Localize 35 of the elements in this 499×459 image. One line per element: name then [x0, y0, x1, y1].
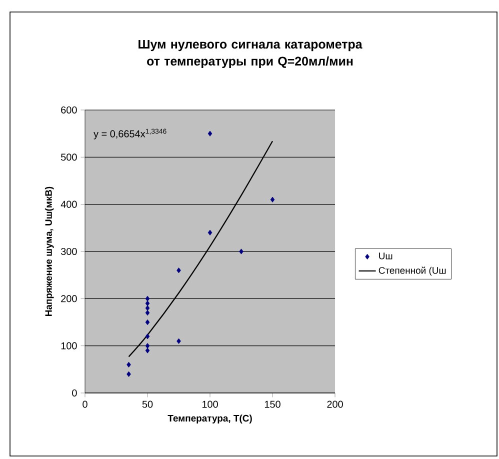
- annotation: y = 0,6654x$^{1,3346}$: [94, 128, 166, 140]
- point: [145, 319, 150, 326]
- x-axis-title: Температура, Т(С): [168, 414, 252, 424]
- y-tick-label: 100: [61, 342, 77, 350]
- point: [176, 338, 181, 344]
- y-tick-label: 600: [61, 106, 77, 114]
- x-tick-label: 100: [202, 400, 218, 408]
- y-tick-label: 300: [60, 248, 77, 256]
- point: [145, 310, 150, 316]
- y-tick-label: 400: [60, 200, 77, 208]
- point: [126, 371, 131, 377]
- legend-label: Uш: [379, 252, 392, 260]
- point: [145, 343, 150, 349]
- point: [270, 196, 275, 202]
- point: [239, 248, 244, 254]
- point: [176, 268, 181, 274]
- y-axis-title: Напряжение шума, Uш(мкВ): [44, 186, 54, 316]
- x-tick-label: 50: [142, 400, 153, 408]
- point: [145, 334, 150, 340]
- y-tick-label: 0: [72, 389, 77, 397]
- legend-label: Степенной (Uш: [378, 266, 446, 276]
- line-series: [128, 140, 274, 358]
- y-tick-label: 500: [61, 154, 77, 161]
- point: [145, 300, 150, 306]
- x-tick-label: 0: [82, 400, 88, 408]
- chart-title: Шум нулевого сигнала катарометра от температуры при Q=20мл/мин: [138, 40, 362, 68]
- point: [126, 362, 131, 368]
- point: [145, 296, 150, 302]
- x-tick-label: 200: [327, 400, 343, 408]
- point: [145, 305, 150, 311]
- point: [208, 130, 212, 136]
- x-tick-label: 150: [264, 400, 280, 408]
- point: [145, 348, 150, 354]
- y-tick-label: 200: [61, 295, 77, 302]
- point: [208, 230, 212, 236]
